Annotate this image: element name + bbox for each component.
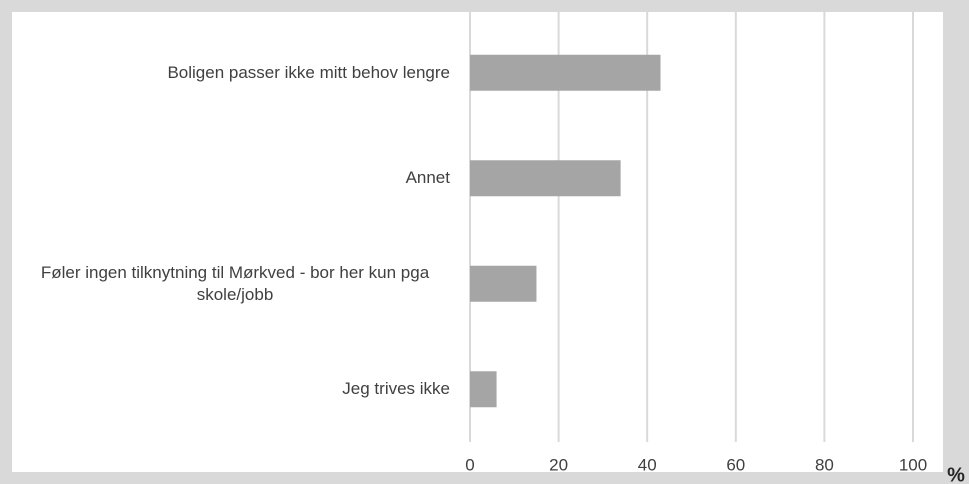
category-label: Boligen passer ikke mitt behov lengre <box>10 62 450 84</box>
bar <box>470 160 621 197</box>
bar <box>470 54 661 91</box>
category-label: Føler ingen tilknytning til Mørkved - bo… <box>10 262 450 306</box>
category-text: Annet <box>405 168 450 188</box>
x-tick-label: 20 <box>549 455 568 474</box>
x-tick-label: 80 <box>815 455 834 474</box>
x-tick-label: 0 <box>465 455 474 474</box>
category-text: Boligen passer ikke mitt behov lengre <box>167 62 450 82</box>
bar <box>470 265 537 302</box>
category-label: Jeg trives ikke <box>10 378 450 400</box>
bar <box>470 371 497 408</box>
x-tick-label: 60 <box>726 455 745 474</box>
category-text: Føler ingen tilknytning til Mørkved - bo… <box>40 262 430 304</box>
category-text: Jeg trives ikke <box>342 379 450 399</box>
category-label: Annet <box>10 167 450 189</box>
x-axis-label: % <box>947 464 965 484</box>
x-tick-label: 40 <box>638 455 657 474</box>
x-tick-label: 100 <box>899 455 927 474</box>
